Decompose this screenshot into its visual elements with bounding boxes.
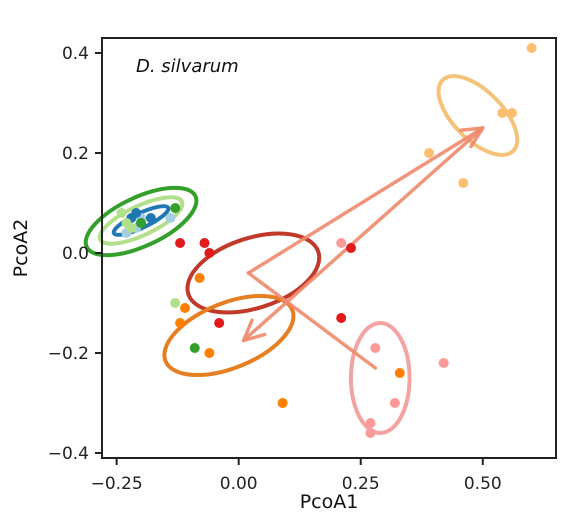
point-s4-0 (336, 238, 347, 248)
x-tick-label-0: −0.25 (91, 474, 143, 494)
confidence-ellipse-5 (348, 321, 412, 435)
point-s3-2 (136, 218, 147, 228)
y-tick-label-3: −0.2 (48, 344, 89, 364)
x-tick-label-2: 0.25 (342, 474, 380, 494)
y-axis-ticks: 0.4 0.2 0.0 −0.2 −0.4 (48, 44, 102, 464)
point-s1-2 (145, 213, 156, 223)
point-s7-0 (179, 303, 190, 313)
x-axis-label: PcoA1 (300, 491, 359, 513)
ellipse-layer (83, 74, 520, 435)
point-s6-4 (507, 108, 518, 118)
point-s4-3 (365, 418, 376, 428)
y-tick-label-4: −0.4 (48, 444, 89, 464)
points-layer (116, 43, 537, 438)
point-s4-5 (438, 358, 449, 368)
y-tick-label-0: 0.4 (62, 44, 89, 64)
trajectory-segment-0 (246, 271, 378, 370)
point-s2-0 (116, 208, 127, 218)
trajectory-segment-1 (246, 126, 485, 275)
x-tick-label-3: 0.50 (464, 474, 502, 494)
point-s6-0 (424, 148, 435, 158)
trajectory-layer (241, 126, 485, 370)
point-s5-4 (336, 313, 347, 323)
point-s4-1 (370, 343, 381, 353)
point-s4-2 (389, 398, 400, 408)
point-s1-3 (131, 208, 142, 218)
y-tick-label-2: 0.0 (62, 244, 89, 264)
point-s5-2 (204, 248, 215, 258)
confidence-ellipse-3 (185, 231, 322, 315)
point-s2-3 (170, 298, 181, 308)
point-s5-5 (345, 243, 356, 253)
point-s3-1 (189, 343, 200, 353)
point-s7-4 (277, 398, 288, 408)
confidence-ellipse-0 (83, 185, 199, 258)
point-s6-2 (497, 108, 508, 118)
y-tick-label-1: 0.2 (62, 144, 89, 164)
point-s7-3 (204, 348, 215, 358)
point-s6-1 (458, 178, 469, 188)
point-s5-0 (175, 238, 186, 248)
y-axis-label: PcoA2 (10, 219, 32, 278)
point-s4-4 (365, 428, 376, 438)
point-s6-3 (526, 43, 537, 53)
point-s7-5 (394, 368, 405, 378)
plot-frame (101, 37, 557, 459)
species-annotation: D. silvarum (136, 56, 239, 77)
confidence-ellipse-1 (97, 195, 185, 246)
trajectory-arrowhead-2 (241, 318, 267, 343)
confidence-ellipse-6 (436, 74, 520, 157)
x-tick-label-1: 0.00 (220, 474, 258, 494)
x-axis-ticks: −0.25 0.00 0.25 0.50 (91, 458, 502, 494)
point-s5-3 (214, 318, 225, 328)
point-s7-1 (175, 318, 186, 328)
point-s3-0 (170, 203, 181, 213)
point-s5-1 (199, 238, 210, 248)
point-s2-2 (126, 223, 137, 233)
point-s7-2 (194, 273, 205, 283)
confidence-ellipse-4 (162, 293, 296, 378)
point-s0-3 (165, 213, 176, 223)
trajectory-segment-2 (241, 126, 485, 343)
